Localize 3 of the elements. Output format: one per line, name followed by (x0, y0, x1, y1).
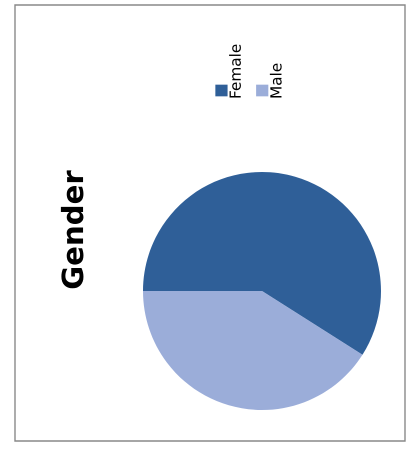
legend-label: Male (270, 64, 282, 98)
slice-label: Female (229, 44, 241, 98)
text: Gender (60, 170, 84, 288)
